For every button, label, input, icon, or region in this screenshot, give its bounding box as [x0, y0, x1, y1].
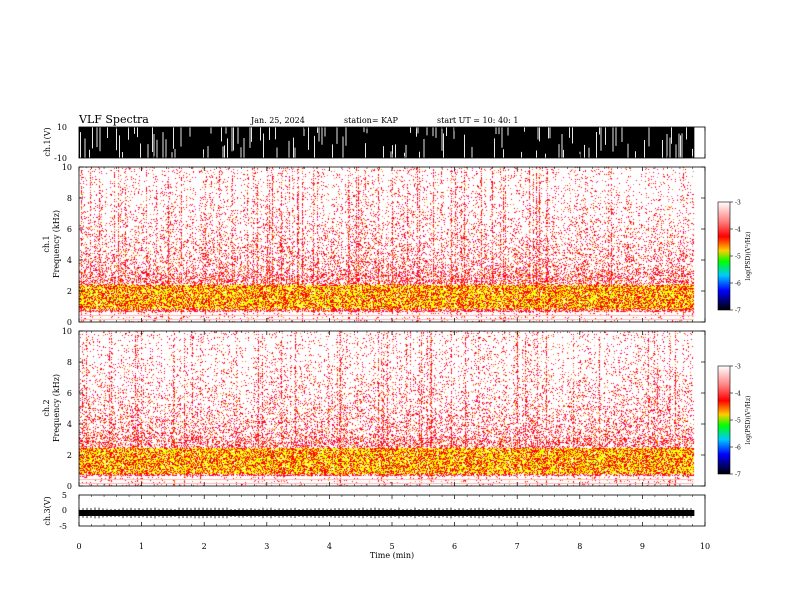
ch1-waveform-trace: [79, 127, 695, 158]
ch2-spectrogram-ylabel: Frequency (kHz): [52, 374, 61, 442]
ch1-colorbar: [717, 201, 731, 311]
ch1-waveform-panel: 10 -10 ch.1(V): [43, 123, 706, 163]
freq-tick-label: 6: [67, 225, 72, 234]
freq-tick-label: 0: [67, 318, 72, 327]
ch3-waveform-trace: [78, 507, 695, 519]
ch1-spectrogram-image: [79, 167, 705, 322]
colorbar-tick-label: -6: [735, 281, 741, 288]
time-tick-label: 9: [640, 542, 645, 551]
time-axis: 0 1 2 3 4 5 6 7 8 9 10: [76, 127, 710, 551]
colorbar-tick-label: -7: [735, 472, 741, 479]
ch3-waveform-ylabel: ch.3(V): [43, 496, 52, 525]
freq-tick-label: 0: [67, 482, 72, 491]
date-label: Jan. 25, 2024: [250, 116, 305, 125]
ch1-spectrogram-ylabel: Frequency (kHz): [52, 210, 61, 278]
freq-tick-label: 4: [67, 420, 72, 429]
ch2-colorbar-ticks: -3 -4 -5 -6 -7: [730, 364, 741, 479]
freq-tick-label: 8: [67, 194, 72, 203]
ch3-ytick-middle: 0: [62, 506, 67, 515]
colorbar-tick-label: -3: [735, 364, 741, 371]
time-axis-label: Time (min): [370, 551, 414, 560]
ch2-freq-ticks: 0 2 4 6 8 10: [62, 327, 705, 491]
colorbar-tick-label: -3: [735, 200, 741, 207]
colorbar-tick-label: -5: [735, 254, 741, 261]
time-tick-label: 5: [389, 542, 394, 551]
freq-tick-label: 10: [62, 327, 72, 336]
ch3-ytick-top: 5: [62, 491, 67, 500]
ch1-waveform-ylabel: ch.1(V): [43, 127, 52, 156]
ch1-colorbar-ticks: -3 -4 -5 -6 -7: [730, 200, 741, 315]
time-tick-label: 4: [327, 542, 332, 551]
ch1-ytick-top: 10: [57, 123, 67, 132]
ch2-colorbar: [717, 365, 731, 475]
colorbar-tick-label: -6: [735, 445, 741, 452]
time-tick-label: 2: [202, 542, 207, 551]
station-label: station= KAP: [344, 116, 399, 125]
freq-tick-label: 6: [67, 389, 72, 398]
ch2-spectrogram-image: [79, 331, 705, 486]
freq-tick-label: 2: [67, 287, 72, 296]
ch3-waveform-panel: 5 0 -5 ch.3(V): [43, 491, 706, 531]
freq-tick-label: 2: [67, 451, 72, 460]
colorbar-tick-label: -4: [735, 227, 741, 234]
colorbar-tick-label: -7: [735, 308, 741, 315]
start-time-label: start UT = 10: 40: 1: [437, 116, 518, 125]
time-tick-label: 6: [452, 542, 457, 551]
colorbar-tick-label: -5: [735, 418, 741, 425]
ch2-spectrogram-ylabel-channel: ch.2: [42, 399, 51, 416]
time-tick-label: 10: [700, 542, 710, 551]
colorbar-tick-label: -4: [735, 391, 741, 398]
freq-tick-label: 10: [62, 163, 72, 172]
time-tick-label: 0: [76, 542, 81, 551]
ch3-ytick-bottom: -5: [59, 522, 67, 531]
figure-title: VLF Spectra: [78, 113, 149, 126]
freq-tick-label: 8: [67, 358, 72, 367]
ch2-colorbar-label: log(PSD)(V²/Hz): [745, 396, 752, 445]
ch1-colorbar-label: log(PSD)(V²/Hz): [745, 232, 752, 281]
freq-tick-label: 4: [67, 256, 72, 265]
time-tick-label: 1: [139, 542, 144, 551]
ch1-ytick-bottom: -10: [54, 154, 67, 163]
time-tick-label: 3: [264, 542, 269, 551]
ch1-freq-ticks: 0 2 4 6 8 10: [62, 163, 705, 327]
time-tick-label: 8: [577, 542, 582, 551]
ch1-waveform-fill: [79, 127, 695, 158]
ch1-spectrogram-ylabel-channel: ch.1: [42, 235, 51, 252]
time-tick-label: 7: [515, 542, 520, 551]
